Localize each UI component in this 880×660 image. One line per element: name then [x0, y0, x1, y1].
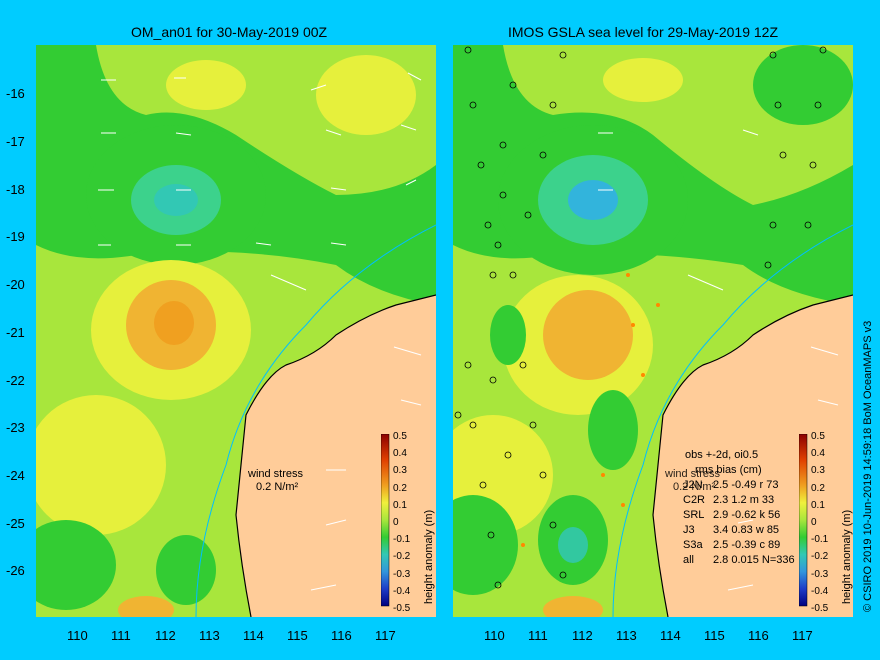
- colorbar-tick: 0: [811, 517, 817, 529]
- sat-values: 2.3 1.2 m 33: [713, 494, 775, 506]
- wind-stress-value: 0.2 N/m²: [256, 481, 299, 493]
- obs-header: obs +-2d, oi0.5: [685, 449, 759, 461]
- stats-row: all 2.8 0.015 N=336: [683, 553, 833, 568]
- stats-row: J2N 2.5 -0.49 r 73: [683, 478, 833, 493]
- colorbar-tick: 0.3: [393, 465, 407, 477]
- lon-tick: 115: [704, 628, 725, 643]
- lat-tick: -20: [6, 277, 25, 292]
- lon-tick: 111: [111, 628, 131, 643]
- sat-name: S3a: [683, 539, 703, 551]
- left-colorbar: 0.5 0.4 0.3 0.2 0.1 0 -0.1 -0.2 -0.3 -0.…: [380, 431, 441, 614]
- lon-tick: 116: [331, 628, 352, 643]
- lon-tick: 114: [660, 628, 681, 643]
- lat-tick: -23: [6, 420, 25, 435]
- colorbar-tick: -0.3: [393, 568, 411, 580]
- colorbar-ticks: 0.5 0.4 0.3 0.2 0.1 0 -0.1 -0.2 -0.3 -0.…: [393, 428, 410, 617]
- wind-stress-value: 0.2 N/m²: [673, 481, 716, 493]
- colorbar-tick: 0.4: [811, 448, 825, 460]
- lat-tick: -22: [6, 373, 25, 388]
- lon-tick: 112: [572, 628, 593, 643]
- lon-tick: 110: [484, 628, 505, 643]
- colorbar-ticks: 0.5 0.4 0.3 0.2 0.1 0 -0.1 -0.2 -0.3 -0.…: [811, 428, 828, 617]
- sat-name: J3: [683, 524, 695, 536]
- lon-tick: 111: [528, 628, 548, 643]
- lat-tick: -25: [6, 516, 25, 531]
- right-map-title: IMOS GSLA sea level for 29-May-2019 12Z: [508, 24, 779, 40]
- colorbar-tick: 0.2: [393, 482, 407, 494]
- colorbar-tick: 0.2: [811, 482, 825, 494]
- colorbar-label: height anomaly (m): [423, 509, 435, 604]
- colorbar-tick: 0.3: [811, 465, 825, 477]
- stats-box: obs +-2d, oi0.5 rms bias (cm) J2N 2.5 -0…: [683, 448, 833, 568]
- left-map-panel: wind stress 0.2 N/m²: [36, 45, 436, 617]
- right-colorbar: 0.5 0.4 0.3 0.2 0.1 0 -0.1 -0.2 -0.3 -0.…: [798, 431, 859, 614]
- lon-tick: 110: [67, 628, 88, 643]
- colorbar-tick: -0.1: [393, 534, 411, 546]
- sat-values: 2.5 -0.49 r 73: [713, 479, 779, 491]
- stats-row: J3 3.4 0.83 w 85: [683, 523, 833, 538]
- colorbar-tick: 0.1: [393, 499, 407, 511]
- stats-row: C2R 2.3 1.2 m 33: [683, 493, 833, 508]
- colorbar-tick: -0.2: [811, 551, 829, 563]
- wind-stress-label: wind stress: [248, 468, 304, 480]
- lat-tick: -19: [6, 229, 25, 244]
- right-map-panel: obs +-2d, oi0.5 rms bias (cm) J2N 2.5 -0…: [453, 45, 853, 617]
- sat-values: 2.9 -0.62 k 56: [713, 509, 781, 521]
- colorbar-tick: 0: [393, 517, 399, 529]
- left-colorbar-svg: [380, 433, 390, 607]
- sat-name: SRL: [683, 509, 705, 521]
- lon-tick: 114: [243, 628, 264, 643]
- sat-values: 3.4 0.83 w 85: [713, 524, 780, 536]
- colorbar-tick: -0.5: [393, 603, 411, 615]
- lon-tick: 112: [155, 628, 176, 643]
- right-colorbar-svg: [798, 433, 808, 607]
- colorbar-label: height anomaly (m): [841, 509, 853, 604]
- right-map-svg: [453, 45, 853, 617]
- sat-values: 2.8 0.015 N=336: [713, 554, 795, 566]
- colorbar-tick: 0.5: [393, 431, 407, 442]
- right-wind-legend: wind stress 0.2 N/m²: [665, 468, 720, 494]
- colorbar-tick: -0.4: [811, 585, 829, 597]
- colorbar-tick: -0.3: [811, 568, 829, 580]
- colorbar-tick: -0.2: [393, 551, 411, 563]
- wind-stress-label: wind stress: [665, 468, 721, 480]
- colorbar-tick: -0.5: [811, 603, 829, 615]
- lat-tick: -16: [6, 86, 25, 101]
- lat-tick: -24: [6, 468, 25, 483]
- stats-row: SRL 2.9 -0.62 k 56: [683, 508, 833, 523]
- lon-tick: 113: [199, 628, 220, 643]
- left-map-svg: [36, 45, 436, 617]
- colorbar-tick: 0.4: [393, 448, 407, 460]
- lat-tick: -17: [6, 134, 25, 149]
- stats-header: rms bias (cm): [695, 464, 762, 476]
- lon-tick: 117: [792, 628, 813, 643]
- lon-tick: 115: [287, 628, 308, 643]
- lon-tick: 116: [748, 628, 769, 643]
- colorbar-tick: -0.4: [393, 585, 411, 597]
- sat-name: C2R: [683, 494, 706, 506]
- lat-tick: -18: [6, 182, 25, 197]
- stats-row: S3a 2.5 -0.39 c 89: [683, 538, 833, 553]
- left-wind-legend: wind stress 0.2 N/m²: [248, 468, 303, 494]
- left-map-title: OM_an01 for 30-May-2019 00Z: [131, 24, 328, 40]
- colorbar-tick: 0.5: [811, 431, 825, 442]
- lat-tick: -26: [6, 563, 25, 578]
- sat-values: 2.5 -0.39 c 89: [713, 539, 781, 551]
- sat-name: J2N: [683, 479, 703, 491]
- credit-text: © CSIRO 2019 10-Jun-2019 14:59:18 BoM Oc…: [862, 320, 874, 612]
- sat-name: all: [683, 554, 695, 566]
- lon-tick: 113: [616, 628, 637, 643]
- lat-tick: -21: [6, 325, 25, 340]
- colorbar-tick: -0.1: [811, 534, 829, 546]
- lon-tick: 117: [375, 628, 396, 643]
- colorbar-tick: 0.1: [811, 499, 825, 511]
